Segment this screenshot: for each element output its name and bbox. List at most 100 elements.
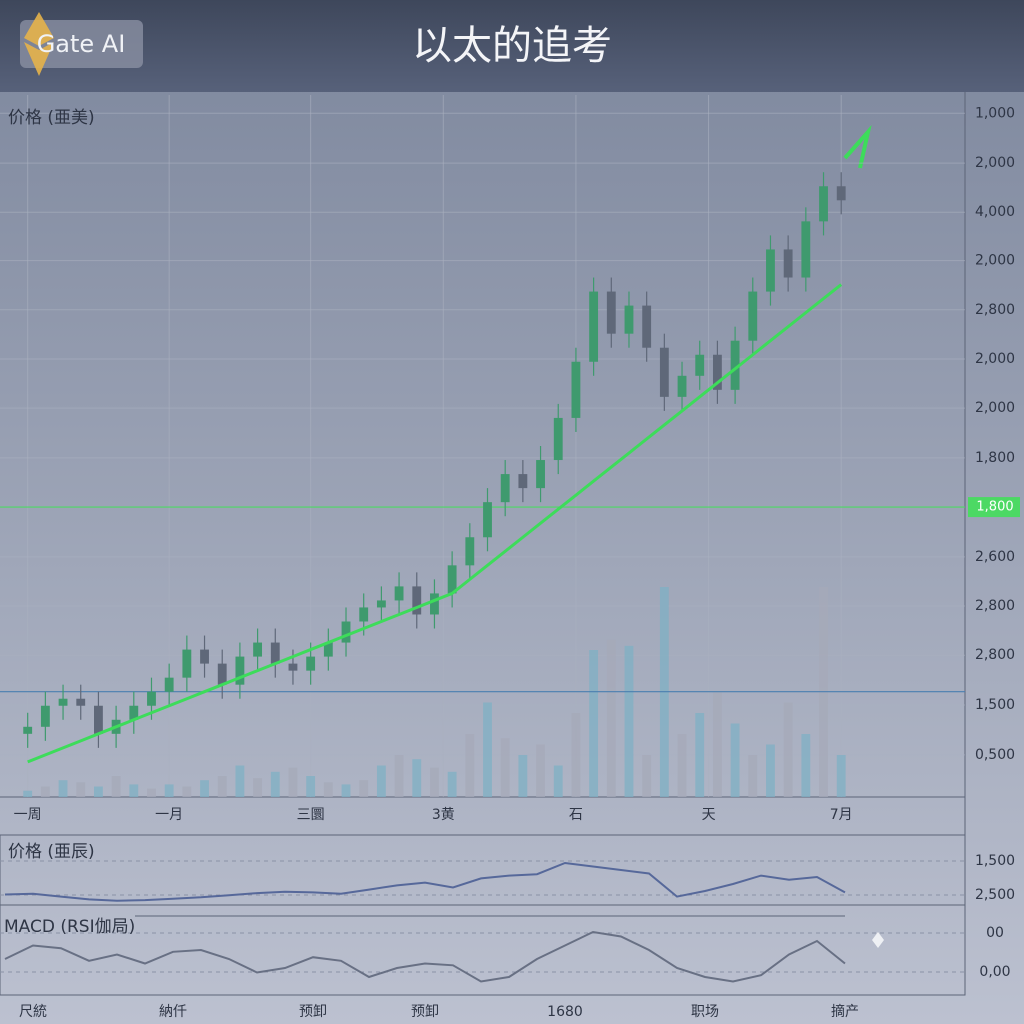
candle-body <box>589 291 599 362</box>
x-tick-label: 预卸 <box>299 1004 327 1020</box>
volume-bar <box>430 767 439 797</box>
x-tick-label: 预卸 <box>411 1004 439 1020</box>
candle-body <box>270 642 280 664</box>
cursor-icon[interactable] <box>872 932 884 948</box>
volume-bar <box>94 786 103 797</box>
y-tick-label: 2,800 <box>975 302 1015 318</box>
volume-bar <box>695 713 705 797</box>
volume-bar <box>783 702 793 797</box>
y-tick-label: 1,500 <box>975 853 1015 869</box>
volume-bar <box>58 780 68 797</box>
candle-body <box>836 186 846 201</box>
volume-bar <box>571 713 581 797</box>
price-tag-label: 1,800 <box>976 500 1013 515</box>
candle-body <box>500 474 510 503</box>
y-tick-label: 2,600 <box>975 549 1015 565</box>
volume-bar <box>766 744 775 797</box>
y-tick-label: 1,800 <box>975 450 1015 466</box>
volume-bar <box>642 755 652 797</box>
volume-bar <box>182 786 192 797</box>
y-tick-label: 2,000 <box>975 155 1015 171</box>
candle-body <box>571 361 581 418</box>
volume-bar <box>500 738 510 797</box>
candle-body <box>40 705 50 727</box>
candle-body <box>819 186 828 222</box>
candle-body <box>748 291 758 341</box>
candle-body <box>376 600 386 608</box>
volume-bar <box>23 790 33 797</box>
logo-text[interactable]: Gate AI <box>37 30 126 58</box>
volume-bar <box>341 784 351 797</box>
volume-bar <box>677 734 687 797</box>
x-tick-label: 7月 <box>830 807 853 823</box>
candle-body <box>323 642 333 657</box>
volume-bar <box>606 639 616 797</box>
moving-average <box>27 283 843 764</box>
candle-body <box>483 502 492 538</box>
candle-body <box>712 354 722 390</box>
price-tag <box>968 497 1020 518</box>
x-tick-label: 职场 <box>691 1004 719 1020</box>
volume-bar <box>270 771 280 797</box>
candle-body <box>182 649 192 678</box>
candle-body <box>642 305 652 348</box>
volume-bar <box>217 776 227 797</box>
x-tick-label: 摘产 <box>831 1003 859 1020</box>
x-tick-label: 一周 <box>14 807 42 823</box>
x-tick-label: 3黄 <box>432 806 455 823</box>
volume-bar <box>200 780 209 797</box>
x-tick-label: 三圜 <box>297 807 325 823</box>
volume-bar <box>359 780 369 797</box>
x-tick-label: 一月 <box>155 807 183 823</box>
candle-body <box>518 474 528 489</box>
volume-bar <box>235 765 245 797</box>
candle-body <box>94 705 103 734</box>
indicator-line <box>4 930 846 983</box>
volume-bar <box>465 734 475 797</box>
volume-bar <box>394 755 404 797</box>
y-tick-label: 2,500 <box>975 887 1015 903</box>
volume-bar <box>536 744 545 797</box>
candle-body <box>624 305 634 334</box>
candle-body <box>553 417 563 461</box>
volume-bar <box>518 755 528 797</box>
volume-bar <box>164 784 174 797</box>
candle-body <box>695 354 705 376</box>
candle-body <box>288 663 298 671</box>
volume-bar <box>253 778 263 797</box>
candle-body <box>801 221 811 278</box>
axis-title: MACD (RSI伽局) <box>4 917 135 937</box>
candle-body <box>783 249 793 278</box>
x-tick-label: 1680 <box>547 1004 583 1020</box>
logo-box[interactable] <box>20 20 143 68</box>
indicator-line <box>4 861 846 902</box>
volume-bar <box>712 692 722 797</box>
y-tick-label: 2,800 <box>975 598 1015 614</box>
volume-bar <box>111 776 121 797</box>
y-tick-label: 00 <box>986 925 1004 941</box>
trend-arrow <box>843 124 872 169</box>
volume-bar <box>589 650 599 797</box>
candle-body <box>306 656 316 671</box>
volume-bar <box>748 755 758 797</box>
candle-body <box>659 347 669 397</box>
candle-body <box>536 460 545 489</box>
candle-body <box>76 698 86 706</box>
candle-body <box>23 726 33 734</box>
candle-body <box>217 663 227 685</box>
y-tick-label: 2,000 <box>975 351 1015 367</box>
candle-body <box>147 691 156 706</box>
volume-bar <box>288 767 298 797</box>
candle-body <box>164 677 174 692</box>
axis-title: 价格 (亜辰) <box>8 842 95 862</box>
volume-bar <box>147 788 156 797</box>
candle-body <box>606 291 616 334</box>
y-tick-label: 2,000 <box>975 400 1015 416</box>
candle-body <box>253 642 263 657</box>
volume-bar <box>76 782 86 797</box>
y-tick-label: 4,000 <box>975 204 1015 220</box>
x-tick-label: 石 <box>569 807 583 823</box>
candle-body <box>447 565 457 594</box>
candle-body <box>129 705 139 720</box>
